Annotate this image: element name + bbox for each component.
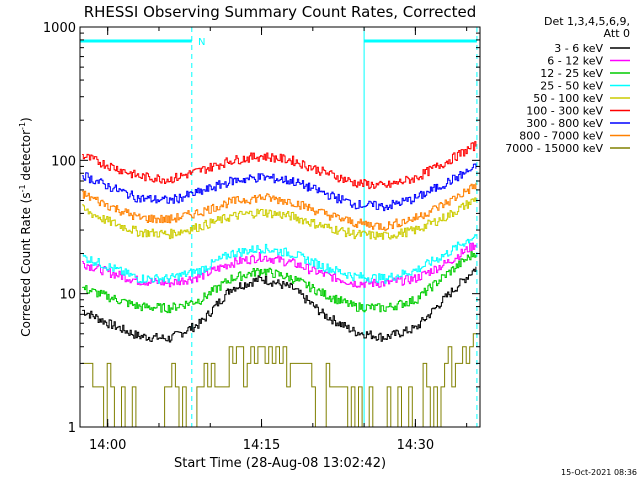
y-tick-label: 100 [51,154,76,169]
series-line-6-12-kev [82,242,477,288]
legend-label: 7000 - 15000 keV [505,142,603,155]
y-tick-label: 10 [59,288,76,303]
series-line-25-50-kev [82,234,477,284]
legend-header-line-1: Det 1,3,4,5,6,9, [544,15,630,28]
saa-marker-label: N [198,37,205,48]
legend-label: 12 - 25 keV [540,67,603,80]
legend-label: 100 - 300 keV [526,105,603,118]
legend-label: 50 - 100 keV [533,92,603,105]
legend-label: 6 - 12 keV [547,55,603,68]
legend-label: 300 - 800 keV [526,117,603,130]
legend-label: 25 - 50 keV [540,80,603,93]
chart-title: RHESSI Observing Summary Count Rates, Co… [84,3,477,21]
y-axis: 1 10 100 1000 [43,21,480,436]
x-axis-label: Start Time (28-Aug-08 13:02:42) [174,456,386,471]
series-line-12-25-kev [82,251,477,314]
legend-label: 3 - 6 keV [554,42,603,55]
x-tick-label: 14:15 [243,438,280,453]
legend-label: 800 - 7000 keV [519,130,603,143]
series-line-800-7000-kev [82,182,477,231]
y-axis-label: Corrected Count Rate (s-1 detector-1) [18,117,33,336]
series-line-3-6-kev [82,266,477,343]
series-line-100-300-kev [82,141,477,190]
x-tick-label: 14:00 [89,438,126,453]
legend-header-line-2: Att 0 [604,27,630,40]
series-line-7000-15000-kev [82,333,477,428]
x-tick-label: 14:30 [397,438,434,453]
y-tick-label: 1 [68,421,76,436]
y-tick-label: 1000 [43,21,76,36]
series-line-300-800-kev [82,163,477,212]
plot-frame [79,26,481,428]
plot-marks: N [80,27,478,428]
series-line-50-100-kev [82,197,477,240]
timestamp: 15-Oct-2021 08:36 [561,468,637,477]
